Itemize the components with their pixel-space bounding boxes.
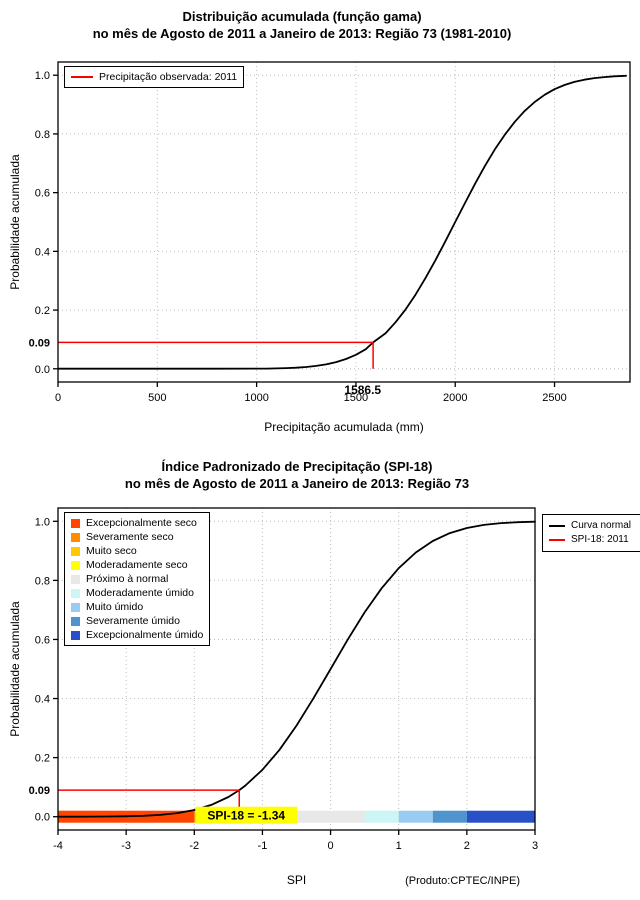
marker-probability-label: 0.09 bbox=[29, 785, 50, 797]
y-axis-label: Probabilidade acumulada bbox=[8, 601, 22, 737]
y-tick-label: 0.4 bbox=[35, 694, 50, 706]
spi-cdf-plot: 0.09 SPI-18 = -1.34 -4 -3 -2 -1 0 1 2 3 0.0 0.2 0.4 0… bbox=[29, 507, 538, 852]
y-tick-label: 1.0 bbox=[35, 516, 50, 528]
legend-item-label: Severamente seco bbox=[86, 531, 174, 543]
spi-category-segment bbox=[398, 810, 433, 823]
legend-item: Moderadamente seco bbox=[71, 558, 203, 572]
x-axis-label: SPI bbox=[286, 873, 307, 887]
spi-value-label-bg bbox=[195, 806, 298, 824]
x-tick-label: 1 bbox=[396, 840, 402, 852]
legend-item-label: Próximo à normal bbox=[86, 573, 169, 585]
y-tick-label: 0.4 bbox=[35, 246, 50, 258]
x-tick-label: 2500 bbox=[542, 392, 566, 404]
x-tick-label: -4 bbox=[53, 840, 63, 852]
spi-category-segment bbox=[364, 810, 399, 823]
legend-item-label: Excepcionalmente úmido bbox=[86, 629, 204, 641]
x-tick-label: 1500 bbox=[344, 392, 368, 404]
gamma-cdf-chart: Distribuição acumulada (função gama) no … bbox=[0, 8, 631, 434]
legend-item: Curva normal bbox=[549, 520, 639, 532]
x-tick-label: -2 bbox=[189, 840, 199, 852]
cdf-curve bbox=[57, 520, 536, 818]
x-tick-label: 0 bbox=[55, 392, 61, 404]
x-tick-label: 2 bbox=[464, 840, 470, 852]
legend-color-swatch bbox=[71, 560, 80, 570]
x-tick-label: 3 bbox=[532, 840, 538, 852]
legend-color-swatch bbox=[71, 574, 80, 584]
spi-category-segment bbox=[432, 810, 467, 823]
y-tick-label: 0.6 bbox=[35, 188, 50, 200]
legend-item: Excepcionalmente seco bbox=[71, 516, 203, 530]
legend-color-swatch bbox=[71, 518, 80, 528]
y-tick-label: 0.0 bbox=[35, 364, 50, 376]
legend-line-sample bbox=[549, 539, 565, 541]
legend-color-swatch bbox=[71, 602, 80, 612]
y-tick-label: 0.6 bbox=[35, 634, 50, 646]
plot-border bbox=[57, 61, 631, 383]
legend-item: Severamente úmido bbox=[71, 614, 203, 628]
legend-line-sample bbox=[549, 525, 565, 527]
legend-item-label: SPI-18: 2011 bbox=[571, 534, 629, 545]
legend-item-label: Precipitação observada: 2011 bbox=[99, 71, 238, 83]
legend-item: Excepcionalmente úmido bbox=[71, 628, 203, 642]
x-tick-label: 500 bbox=[148, 392, 166, 404]
y-tick-label: 0.2 bbox=[35, 305, 50, 317]
x-tick-label: 0 bbox=[328, 840, 334, 852]
legend-item-label: Curva normal bbox=[571, 520, 632, 531]
legend-item-label: Severamente úmido bbox=[86, 615, 180, 627]
spi-value-label: SPI-18 = -1.34 bbox=[207, 809, 285, 823]
product-credit: (Produto:CPTEC/INPE) bbox=[405, 875, 520, 887]
y-tick-label: 0.8 bbox=[35, 129, 50, 141]
cdf-curve bbox=[57, 74, 627, 370]
x-tick-label: -3 bbox=[121, 840, 131, 852]
x-axis-label: Precipitação acumulada (mm) bbox=[264, 420, 424, 434]
spi-cdf-chart: Índice Padronizado de Precipitação (SPI-… bbox=[0, 450, 640, 900]
plot-border bbox=[57, 507, 536, 831]
spi-category-segment bbox=[466, 810, 535, 823]
curves-legend: Curva normal SPI-18: 2011 bbox=[542, 514, 640, 552]
y-tick-label: 0.8 bbox=[35, 575, 50, 587]
legend-item-label: Moderadamente seco bbox=[86, 559, 188, 571]
y-axis-label: Probabilidade acumulada bbox=[8, 154, 22, 290]
legend-color-swatch bbox=[71, 588, 80, 598]
gamma-cdf-plot: 0.09 1586.5 0 500 1000 1500 2000 2500 0.0 0.2 0.4 0… bbox=[29, 61, 631, 404]
observed-precip-legend: Precipitação observada: 2011 bbox=[64, 66, 245, 88]
legend-item: Muito úmido bbox=[71, 600, 203, 614]
legend-color-swatch bbox=[71, 616, 80, 626]
legend-item: Próximo à normal bbox=[71, 572, 203, 586]
legend-color-swatch bbox=[71, 532, 80, 542]
legend-line-sample bbox=[71, 76, 93, 78]
y-tick-label: 1.0 bbox=[35, 70, 50, 82]
marker-value-label: 1586.5 bbox=[344, 383, 381, 397]
legend-item: Muito seco bbox=[71, 544, 203, 558]
spi-category-segment bbox=[296, 810, 365, 823]
legend-item: SPI-18: 2011 bbox=[549, 534, 639, 546]
legend-item-label: Muito úmido bbox=[86, 601, 144, 613]
x-tick-label: 2000 bbox=[443, 392, 467, 404]
legend-color-swatch bbox=[71, 630, 80, 640]
legend-item: Precipitação observada: 2011 bbox=[71, 70, 237, 84]
chart-title: Índice Padronizado de Precipitação (SPI-… bbox=[0, 458, 594, 492]
chart-title: Distribuição acumulada (função gama) no … bbox=[0, 8, 604, 42]
legend-item-label: Excepcionalmente seco bbox=[86, 517, 197, 529]
legend-item: Severamente seco bbox=[71, 530, 203, 544]
legend-item-label: Moderadamente úmido bbox=[86, 587, 194, 599]
chart-title-line2: no mês de Agosto de 2011 a Janeiro de 20… bbox=[124, 476, 470, 491]
legend-item: Moderadamente úmido bbox=[71, 586, 203, 600]
legend-color-swatch bbox=[71, 546, 80, 556]
y-tick-label: 0.0 bbox=[35, 812, 50, 824]
marker-probability-label: 0.09 bbox=[29, 337, 50, 349]
chart-title-line1: Distribuição acumulada (função gama) bbox=[182, 9, 422, 24]
chart-title-line1: Índice Padronizado de Precipitação (SPI-… bbox=[161, 459, 433, 474]
x-tick-label: 1000 bbox=[244, 392, 268, 404]
y-tick-label: 0.2 bbox=[35, 753, 50, 765]
chart-title-line2: no mês de Agosto de 2011 a Janeiro de 20… bbox=[92, 26, 512, 41]
spi-categories-legend: Excepcionalmente seco Severamente seco Mui… bbox=[64, 512, 211, 646]
legend-item-label: Muito seco bbox=[86, 545, 137, 557]
x-tick-label: -1 bbox=[258, 840, 268, 852]
